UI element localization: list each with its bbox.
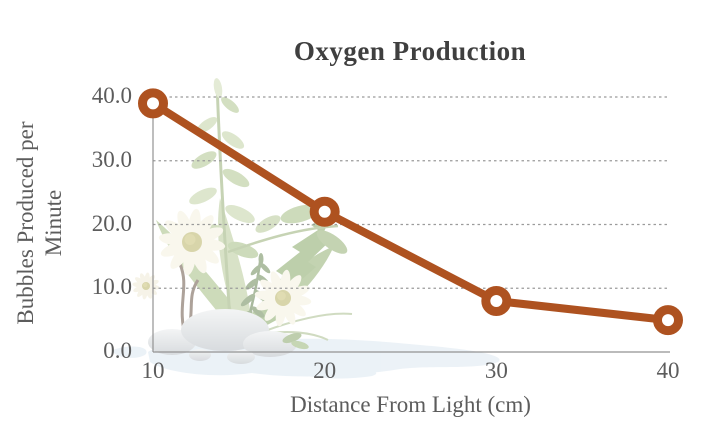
y-tick-label: 30.0 — [91, 146, 132, 172]
y-tick-label: 10.0 — [91, 274, 132, 300]
plant-stem — [215, 81, 232, 321]
daisy-flower — [254, 269, 312, 327]
data-point-marker — [481, 286, 512, 316]
plant-watermark-illustration — [112, 78, 500, 379]
data-line — [150, 99, 669, 325]
y-tick-label: 20.0 — [91, 210, 132, 236]
gridlines — [152, 96, 670, 353]
stone — [243, 331, 297, 357]
x-tick-label: 10 — [141, 358, 165, 383]
y-tick-label: 40.0 — [91, 83, 132, 108]
data-series — [138, 88, 683, 336]
daisy-flower-small — [132, 272, 160, 300]
data-point-marker — [653, 305, 683, 336]
x-tick-label: 20 — [313, 358, 337, 383]
x-tick-label: 30 — [484, 358, 508, 383]
x-tick-label: 40 — [656, 358, 680, 383]
data-point-marker — [309, 196, 340, 227]
y-tick-label: 0.0 — [103, 338, 132, 363]
data-point-marker — [138, 88, 168, 119]
x-axis-title: Distance From Light (cm) — [290, 392, 531, 417]
daisy-flower — [158, 208, 226, 276]
chart-title: Oxygen Production — [293, 36, 527, 66]
y-axis-title-line1: Bubbles Produced per — [13, 121, 38, 325]
